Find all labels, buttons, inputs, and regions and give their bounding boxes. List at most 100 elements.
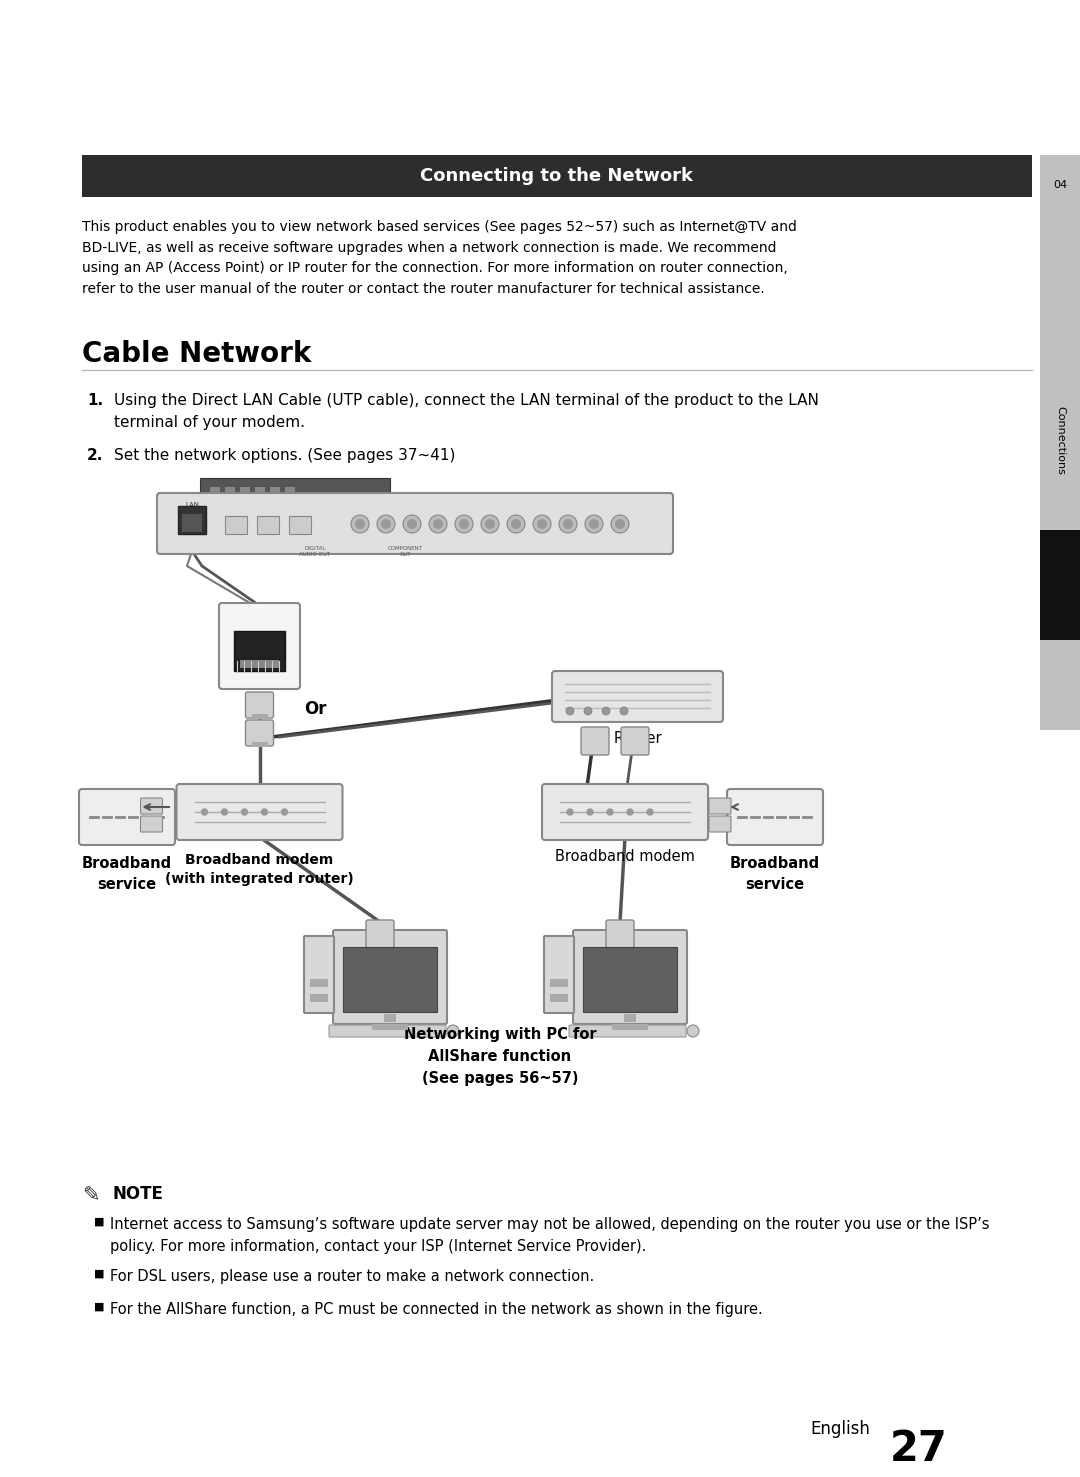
Text: This product enables you to view network based services (See pages 52~57) such a: This product enables you to view network… <box>82 220 797 295</box>
Bar <box>310 994 328 1001</box>
Circle shape <box>566 707 573 715</box>
Circle shape <box>433 518 443 529</box>
FancyBboxPatch shape <box>708 798 731 814</box>
Text: Router: Router <box>613 731 662 746</box>
Circle shape <box>447 1025 459 1037</box>
Bar <box>1040 155 1080 730</box>
Bar <box>240 660 279 668</box>
Bar <box>234 631 285 671</box>
Bar <box>1040 530 1080 640</box>
Text: Cable Network: Cable Network <box>82 340 311 368</box>
Bar <box>225 487 235 493</box>
Circle shape <box>584 707 592 715</box>
Bar <box>270 487 280 493</box>
FancyBboxPatch shape <box>176 784 342 840</box>
Text: ■: ■ <box>94 1269 105 1279</box>
Text: ■: ■ <box>94 1303 105 1312</box>
Bar <box>583 947 677 1012</box>
FancyBboxPatch shape <box>219 603 300 688</box>
FancyBboxPatch shape <box>303 936 334 1013</box>
Text: ✎: ✎ <box>82 1185 99 1205</box>
Bar <box>384 1015 396 1022</box>
Bar <box>240 487 249 493</box>
Text: NOTE: NOTE <box>112 1185 163 1202</box>
Circle shape <box>588 809 593 815</box>
Circle shape <box>407 518 417 529</box>
Text: Internet access to Samsung’s software update server may not be allowed, dependin: Internet access to Samsung’s software up… <box>110 1217 989 1254</box>
Circle shape <box>485 518 495 529</box>
Bar <box>343 947 437 1012</box>
Bar <box>285 487 295 493</box>
FancyBboxPatch shape <box>569 1025 686 1037</box>
Text: DIGITAL
AUDIO OUT: DIGITAL AUDIO OUT <box>299 546 330 557</box>
Circle shape <box>381 518 391 529</box>
Bar <box>289 515 311 535</box>
Text: Networking with PC for
AllShare function
(See pages 56~57): Networking with PC for AllShare function… <box>404 1027 596 1087</box>
Circle shape <box>221 809 228 815</box>
Text: Broadband modem
(with integrated router): Broadband modem (with integrated router) <box>165 854 354 886</box>
Bar <box>255 487 265 493</box>
Text: Set the network options. (See pages 37~41): Set the network options. (See pages 37~4… <box>114 448 456 462</box>
Circle shape <box>429 515 447 533</box>
Bar <box>372 1024 408 1029</box>
Bar <box>550 994 568 1001</box>
Circle shape <box>534 515 551 533</box>
Text: For the AllShare function, a PC must be connected in the network as shown in the: For the AllShare function, a PC must be … <box>110 1303 762 1317</box>
FancyBboxPatch shape <box>140 815 162 832</box>
Text: Connecting to the Network: Connecting to the Network <box>420 167 693 185</box>
Circle shape <box>537 518 546 529</box>
Text: Or: Or <box>305 700 327 718</box>
Text: 1.: 1. <box>87 393 103 408</box>
Text: COMPONENT
OUT: COMPONENT OUT <box>388 546 422 557</box>
FancyBboxPatch shape <box>708 815 731 832</box>
FancyBboxPatch shape <box>79 789 175 845</box>
Text: Broadband
service: Broadband service <box>82 857 172 892</box>
Circle shape <box>351 515 369 533</box>
FancyBboxPatch shape <box>581 727 609 755</box>
FancyBboxPatch shape <box>329 1025 446 1037</box>
Bar <box>252 741 268 747</box>
Circle shape <box>607 809 613 815</box>
Circle shape <box>602 707 610 715</box>
Circle shape <box>647 809 653 815</box>
Text: Broadband
service: Broadband service <box>730 857 820 892</box>
Bar <box>257 515 279 535</box>
Circle shape <box>455 515 473 533</box>
Bar <box>178 507 206 535</box>
Circle shape <box>585 515 603 533</box>
Bar <box>82 155 1032 196</box>
Text: English: English <box>810 1419 869 1439</box>
FancyBboxPatch shape <box>140 798 162 814</box>
Circle shape <box>507 515 525 533</box>
FancyBboxPatch shape <box>366 920 394 948</box>
FancyBboxPatch shape <box>333 931 447 1024</box>
Text: Connections: Connections <box>1055 406 1065 474</box>
Circle shape <box>611 515 629 533</box>
FancyBboxPatch shape <box>544 936 573 1013</box>
Bar <box>550 979 568 987</box>
FancyBboxPatch shape <box>245 693 273 718</box>
FancyBboxPatch shape <box>606 920 634 948</box>
Circle shape <box>459 518 469 529</box>
Circle shape <box>511 518 521 529</box>
Circle shape <box>377 515 395 533</box>
Text: ■: ■ <box>94 1217 105 1227</box>
FancyBboxPatch shape <box>573 931 687 1024</box>
FancyBboxPatch shape <box>727 789 823 845</box>
Bar <box>210 487 220 493</box>
Circle shape <box>567 809 573 815</box>
Bar <box>183 514 202 532</box>
Circle shape <box>563 518 573 529</box>
Circle shape <box>620 707 627 715</box>
Bar <box>200 479 390 496</box>
Circle shape <box>282 809 287 815</box>
FancyBboxPatch shape <box>552 671 723 722</box>
Circle shape <box>355 518 365 529</box>
Text: For DSL users, please use a router to make a network connection.: For DSL users, please use a router to ma… <box>110 1269 594 1284</box>
Text: 04: 04 <box>1053 180 1067 191</box>
FancyBboxPatch shape <box>245 719 273 746</box>
Bar <box>252 713 268 719</box>
FancyBboxPatch shape <box>157 493 673 554</box>
FancyBboxPatch shape <box>621 727 649 755</box>
Circle shape <box>481 515 499 533</box>
